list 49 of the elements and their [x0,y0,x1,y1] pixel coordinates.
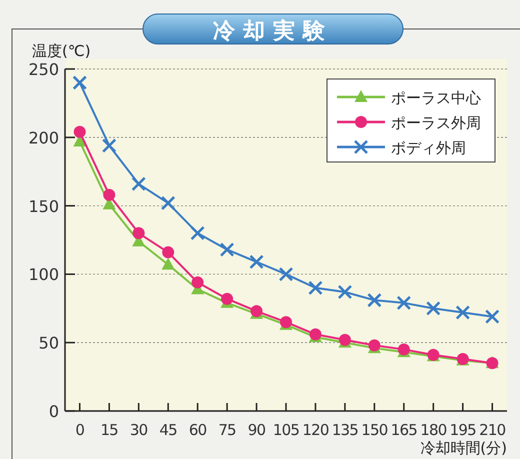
x-tick-label: 75 [218,421,236,439]
point [221,292,234,305]
point [308,280,323,296]
point [338,284,352,300]
x-tick-label: 135 [332,421,358,439]
point [102,138,116,153]
x-tick-label: 45 [159,421,178,439]
point [192,276,204,288]
y-tick-label: 150 [28,196,59,216]
legend-label: ポーラス中心 [391,89,481,107]
x-tick-label: 165 [390,421,418,439]
point [220,242,234,257]
x-tick-label: 120 [302,421,329,439]
point [485,309,500,324]
y-axis-title: 温度(℃) [32,42,91,60]
point [74,126,86,138]
y-tick-label: 200 [28,128,59,148]
chart-title: 冷却実験 [213,18,333,44]
point [132,227,145,240]
x-axis-title: 冷却時間(分) [420,439,507,457]
x-tick-label: 150 [361,421,388,439]
point [456,305,470,320]
y-tick-label: 100 [28,265,59,284]
x-tick-label: 60 [188,421,207,439]
x-tick-label: 90 [248,421,266,439]
y-tick-label: 250 [28,60,59,79]
point [162,246,174,258]
x-tick-label: 180 [420,421,447,439]
point [131,176,146,192]
point [278,266,294,282]
x-tick-label: 210 [479,421,506,439]
y-tick-label: 50 [38,334,59,353]
point [396,296,412,310]
point [190,226,205,240]
point [367,292,382,308]
point [103,188,116,201]
x-tick-label: 30 [130,421,148,439]
x-tick-label: 15 [100,421,118,439]
point [249,254,264,270]
legend-label: ポーラス外周 [391,114,481,132]
point [162,258,175,270]
point [426,301,441,316]
legend-label: ボディ外周 [391,139,466,157]
x-tick-label: 0 [75,421,84,439]
x-tick-label: 195 [450,421,476,439]
x-tick-label: 105 [272,421,300,439]
y-tick-label: 0 [48,402,59,421]
point [160,196,176,210]
point [72,75,87,90]
